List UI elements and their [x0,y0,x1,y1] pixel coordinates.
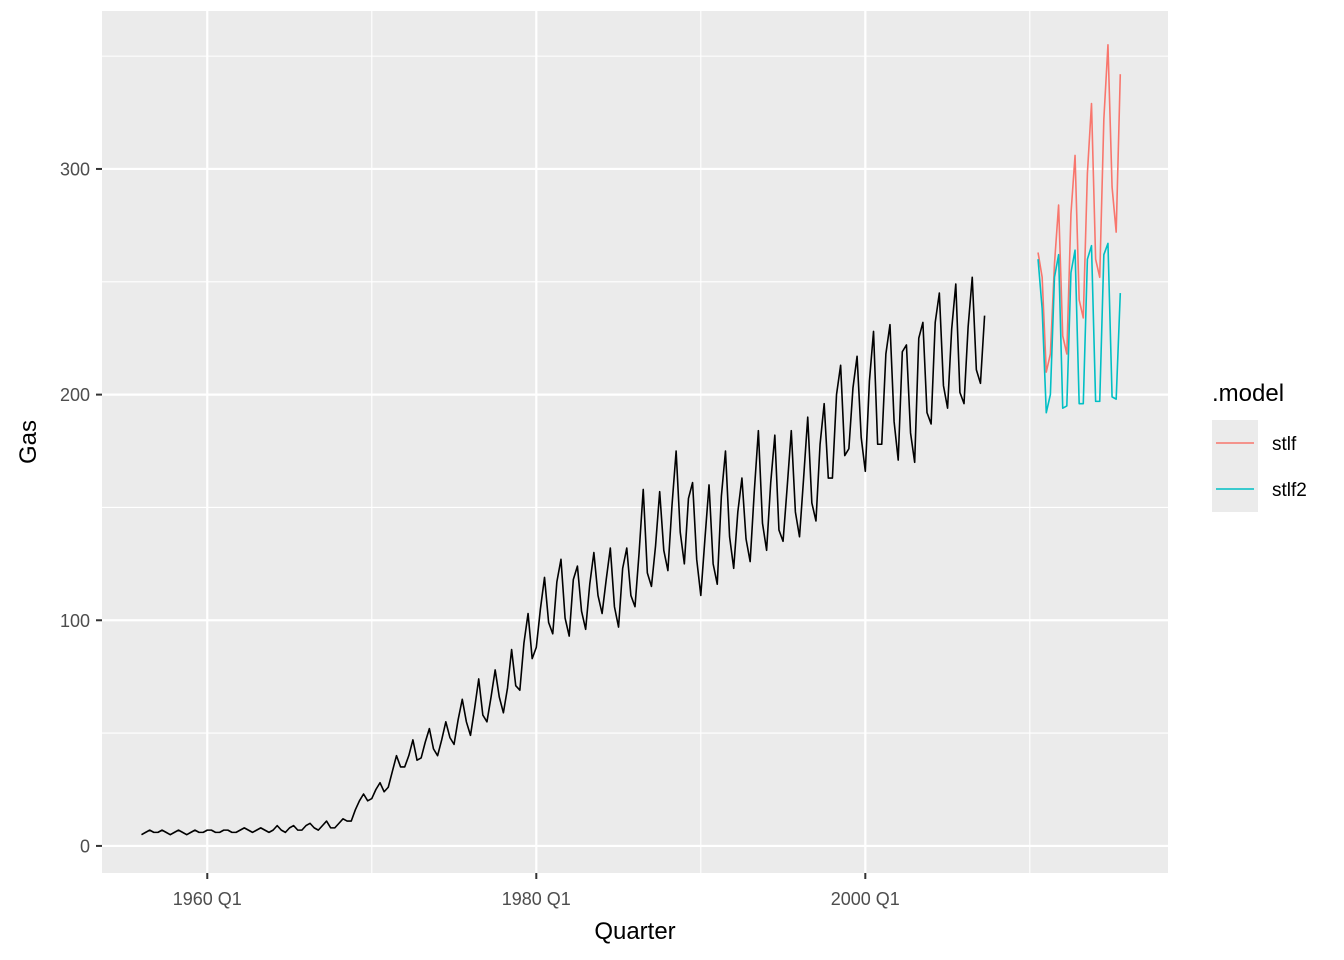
major-grid [102,11,1168,873]
y-tick-label: 300 [60,159,90,179]
x-tick-label: 1980 Q1 [502,889,571,909]
legend-entries: stlf stlf2 [1212,420,1307,512]
series-line-stlf [1037,44,1122,373]
y-tick-label: 100 [60,611,90,631]
x-axis-title: Quarter [594,918,675,945]
y-axis-title: Gas [15,420,42,464]
series-line-stlf2 [1037,242,1122,414]
history-line [141,276,986,836]
legend-label-stlf2: stlf2 [1272,480,1307,501]
legend-label-stlf: stlf [1272,434,1297,455]
minor-grid [102,11,1168,873]
plot-background [102,11,1168,873]
y-axis: 0 100 200 300 [60,159,102,856]
y-tick-label: 200 [60,385,90,405]
legend: .model stlf stlf2 [1212,380,1307,512]
x-tick-label: 2000 Q1 [831,889,900,909]
x-axis: 1960 Q1 1980 Q1 2000 Q1 [173,873,900,909]
legend-title: .model [1212,380,1284,407]
series-layer [141,44,1122,836]
y-tick-label: 0 [80,836,90,856]
x-tick-label: 1960 Q1 [173,889,242,909]
